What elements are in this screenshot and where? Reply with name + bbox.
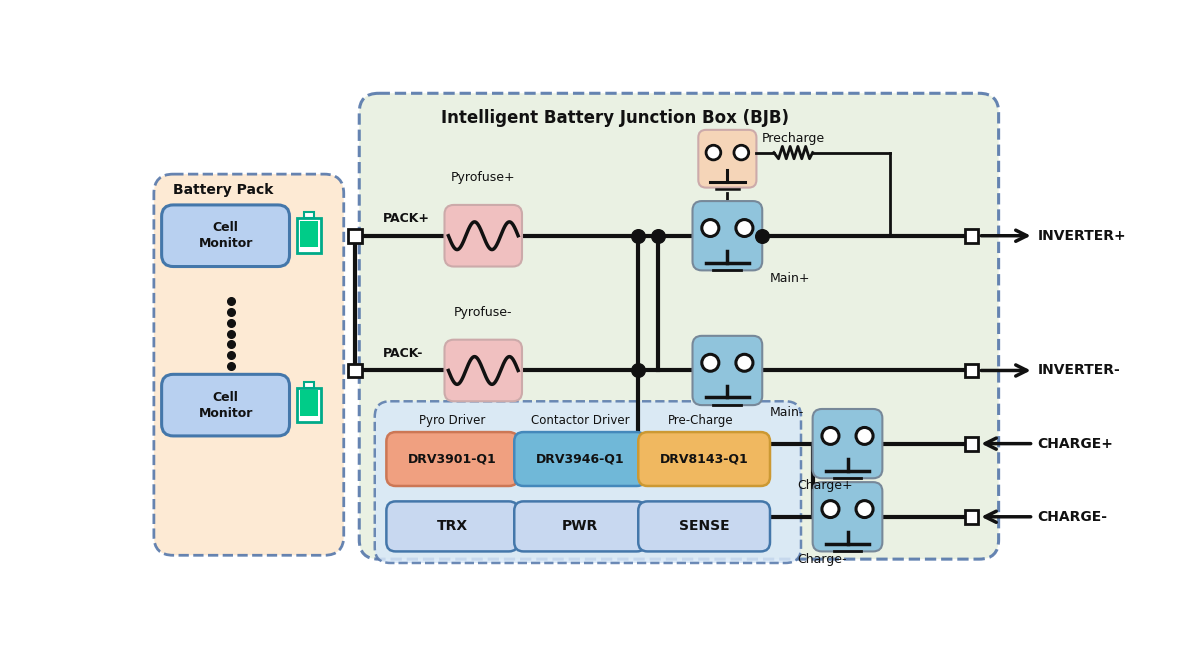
Circle shape [734,145,749,160]
Circle shape [736,219,752,236]
Circle shape [822,428,839,445]
Text: Contactor Driver: Contactor Driver [530,414,630,427]
FancyBboxPatch shape [386,432,518,486]
Text: Charge+: Charge+ [797,480,853,493]
FancyBboxPatch shape [515,502,646,552]
Bar [305,382,313,388]
Text: Precharge: Precharge [762,132,824,145]
FancyBboxPatch shape [162,374,289,436]
Bar [965,437,978,450]
Circle shape [702,354,719,371]
Circle shape [856,428,874,445]
Circle shape [702,219,719,236]
Text: Main+: Main+ [770,271,810,284]
Text: CHARGE-: CHARGE- [1037,509,1108,524]
FancyBboxPatch shape [359,93,998,559]
Text: Intelligent Battery Junction Box (BJB): Intelligent Battery Junction Box (BJB) [442,109,790,127]
Bar [298,388,320,422]
Circle shape [736,354,752,371]
FancyBboxPatch shape [692,201,762,271]
Text: Battery Pack: Battery Pack [174,182,274,197]
Text: PACK-: PACK- [383,347,422,360]
FancyBboxPatch shape [812,409,882,478]
Text: Pre-Charge: Pre-Charge [667,414,733,427]
FancyBboxPatch shape [444,205,522,267]
Bar [348,363,362,378]
Bar [965,363,978,378]
FancyBboxPatch shape [444,339,522,401]
Text: INVERTER+: INVERTER+ [1037,228,1126,243]
Text: DRV3946-Q1: DRV3946-Q1 [536,452,624,465]
Circle shape [706,145,721,160]
Text: Main-: Main- [770,406,804,419]
Text: Charge-: Charge- [797,553,847,566]
FancyBboxPatch shape [386,502,518,552]
Text: DRV8143-Q1: DRV8143-Q1 [660,452,749,465]
Text: INVERTER-: INVERTER- [1037,363,1120,378]
Text: PWR: PWR [562,519,599,533]
Circle shape [856,500,874,517]
Text: Pyro Driver: Pyro Driver [419,414,486,427]
FancyBboxPatch shape [162,205,289,267]
Bar [300,221,318,247]
FancyBboxPatch shape [638,432,770,486]
Bar [348,229,362,243]
FancyBboxPatch shape [692,336,762,405]
Text: CHARGE+: CHARGE+ [1037,437,1114,450]
Circle shape [822,500,839,517]
Text: Pyrofuse+: Pyrofuse+ [451,171,516,184]
Bar [965,229,978,243]
FancyBboxPatch shape [154,174,343,556]
Bar [300,390,318,416]
Text: Cell
Monitor: Cell Monitor [198,391,253,420]
Bar [965,510,978,524]
FancyBboxPatch shape [515,432,646,486]
FancyBboxPatch shape [374,401,802,563]
Text: SENSE: SENSE [679,519,730,533]
FancyBboxPatch shape [812,482,882,552]
Text: Pyrofuse-: Pyrofuse- [454,306,512,319]
Bar [298,219,320,253]
Bar [305,212,313,219]
Text: PACK+: PACK+ [383,212,430,225]
Text: DRV3901-Q1: DRV3901-Q1 [408,452,497,465]
FancyBboxPatch shape [638,502,770,552]
Text: TRX: TRX [437,519,468,533]
FancyBboxPatch shape [698,130,756,188]
Text: Cell
Monitor: Cell Monitor [198,221,253,251]
